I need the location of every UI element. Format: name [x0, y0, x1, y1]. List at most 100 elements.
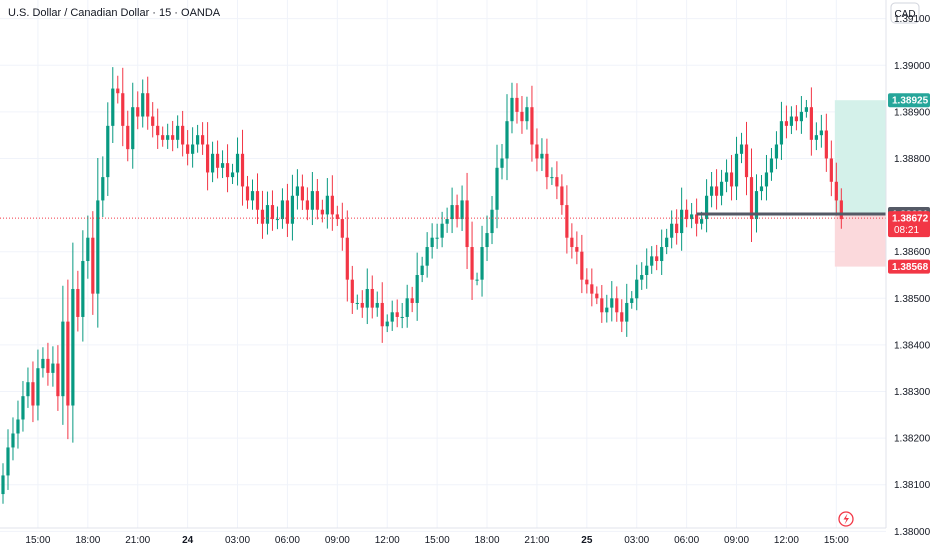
candle	[660, 229, 664, 275]
candle	[620, 299, 624, 333]
x-tick-label: 18:00	[475, 535, 500, 546]
candle	[335, 205, 339, 226]
candle	[81, 230, 85, 342]
candle	[71, 242, 75, 443]
time-axis[interactable]: 15:00 18:00 21:00 24 03:00 06:00 09:00 12:00 15:…	[25, 535, 849, 546]
flash-icon[interactable]	[838, 511, 854, 527]
candle	[76, 270, 80, 332]
candle	[116, 75, 120, 104]
candle	[151, 102, 155, 138]
candle	[210, 141, 215, 183]
candle	[490, 195, 494, 245]
candle	[46, 342, 50, 386]
candle	[285, 183, 290, 237]
candle	[625, 283, 629, 337]
candle	[375, 291, 379, 317]
candle	[86, 215, 90, 279]
candle	[480, 225, 484, 297]
svg-text:1.38568: 1.38568	[892, 262, 929, 273]
svg-text:1.38672: 1.38672	[892, 214, 929, 225]
y-tick-label: 1.38000	[894, 527, 931, 538]
candle	[171, 120, 175, 152]
candle	[146, 76, 150, 130]
candle	[310, 171, 314, 226]
candle	[680, 187, 684, 251]
candle	[655, 244, 659, 271]
y-tick-label: 1.38400	[894, 340, 931, 351]
candle	[61, 285, 65, 425]
candle	[101, 156, 105, 218]
candle	[475, 272, 479, 286]
candle	[196, 124, 200, 153]
candle	[340, 202, 344, 251]
candle	[560, 174, 564, 215]
candle	[225, 144, 230, 193]
candle	[610, 281, 614, 322]
candle	[670, 210, 674, 249]
y-tick-label: 1.39000	[894, 61, 931, 72]
candle	[809, 87, 813, 156]
x-tick-label: 15:00	[425, 535, 450, 546]
candle	[724, 159, 729, 193]
candle	[66, 279, 70, 440]
candle	[520, 96, 524, 134]
candle	[106, 102, 110, 196]
candle	[1, 463, 5, 504]
candle	[186, 130, 190, 166]
price-axis[interactable]: 1.39100 1.39000 1.38900 1.38800 1.38600 1.385…	[894, 14, 931, 538]
candle	[380, 282, 384, 343]
candle	[744, 121, 749, 196]
candle	[794, 105, 799, 131]
candle	[31, 361, 35, 423]
candle	[774, 131, 779, 170]
candle	[540, 138, 544, 171]
candle	[265, 191, 270, 235]
candle	[555, 161, 559, 200]
candle	[779, 101, 784, 160]
candle	[600, 285, 604, 323]
candle	[385, 314, 389, 333]
candle	[764, 154, 769, 201]
candle	[714, 169, 719, 210]
candle	[21, 381, 25, 432]
candle	[330, 175, 334, 231]
x-tick-label: 03:00	[225, 535, 250, 546]
candle	[630, 291, 634, 309]
candle	[360, 290, 364, 318]
candle	[295, 169, 300, 210]
candle	[136, 91, 140, 130]
candle	[96, 158, 100, 328]
candle	[645, 248, 649, 289]
candle	[181, 110, 185, 157]
candle	[545, 138, 549, 190]
candle	[734, 136, 739, 201]
candle	[415, 252, 419, 321]
candle	[36, 349, 40, 421]
candle	[201, 122, 205, 155]
candle	[819, 114, 823, 148]
candle	[690, 202, 694, 229]
candle	[161, 126, 165, 147]
take-profit-zone	[834, 100, 886, 214]
candle	[290, 174, 295, 241]
x-tick-label: 12:00	[774, 535, 799, 546]
candle	[41, 347, 45, 378]
candle	[240, 129, 245, 206]
x-tick-label: 06:00	[275, 535, 300, 546]
candle	[370, 275, 374, 319]
candle	[56, 345, 60, 411]
candle	[420, 256, 424, 283]
candle	[440, 211, 444, 248]
y-tick-label: 1.38800	[894, 154, 931, 165]
candle	[305, 187, 309, 221]
candle	[275, 206, 280, 230]
x-tick-label: 21:00	[524, 535, 549, 546]
candle	[320, 199, 324, 223]
candle	[585, 268, 589, 294]
currency-button[interactable]: CAD	[890, 2, 920, 24]
x-tick-label: 15:00	[824, 535, 849, 546]
candle	[675, 209, 679, 245]
chart-title: U.S. Dollar / Canadian Dollar · 15 · OAN…	[8, 7, 221, 19]
